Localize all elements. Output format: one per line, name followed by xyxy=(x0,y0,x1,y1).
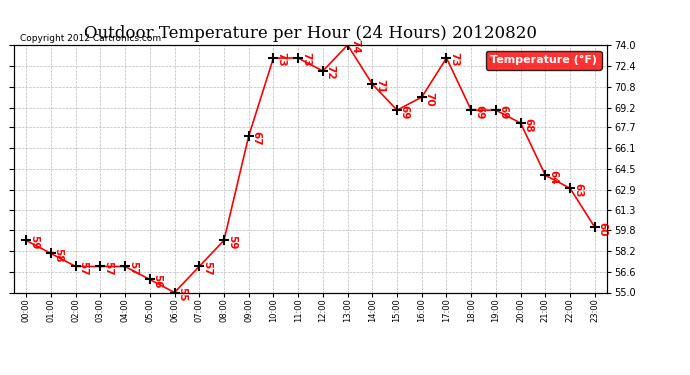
Text: 69: 69 xyxy=(474,105,484,119)
Text: 63: 63 xyxy=(573,183,583,197)
Title: Outdoor Temperature per Hour (24 Hours) 20120820: Outdoor Temperature per Hour (24 Hours) … xyxy=(84,25,537,42)
Text: 55: 55 xyxy=(177,287,187,302)
Text: 73: 73 xyxy=(301,53,311,67)
Text: 57: 57 xyxy=(128,261,138,276)
Text: 59: 59 xyxy=(227,235,237,249)
Text: Copyright 2012 Cartronics.com: Copyright 2012 Cartronics.com xyxy=(20,33,161,42)
Text: 73: 73 xyxy=(276,53,286,67)
Text: 67: 67 xyxy=(251,130,262,145)
Text: 57: 57 xyxy=(202,261,212,276)
Text: 60: 60 xyxy=(598,222,608,236)
Text: 68: 68 xyxy=(524,118,533,132)
Text: 56: 56 xyxy=(152,274,163,288)
Text: 74: 74 xyxy=(351,39,360,54)
Text: 70: 70 xyxy=(424,92,435,106)
Text: 57: 57 xyxy=(103,261,113,276)
Text: 71: 71 xyxy=(375,78,385,93)
Text: 73: 73 xyxy=(449,53,460,67)
Text: 64: 64 xyxy=(548,170,558,184)
Text: 72: 72 xyxy=(326,66,335,80)
Text: 59: 59 xyxy=(29,235,39,249)
Text: 58: 58 xyxy=(54,248,63,262)
Legend: Temperature (°F): Temperature (°F) xyxy=(486,51,602,69)
Text: 57: 57 xyxy=(79,261,88,276)
Text: 69: 69 xyxy=(400,105,410,119)
Text: 69: 69 xyxy=(499,105,509,119)
